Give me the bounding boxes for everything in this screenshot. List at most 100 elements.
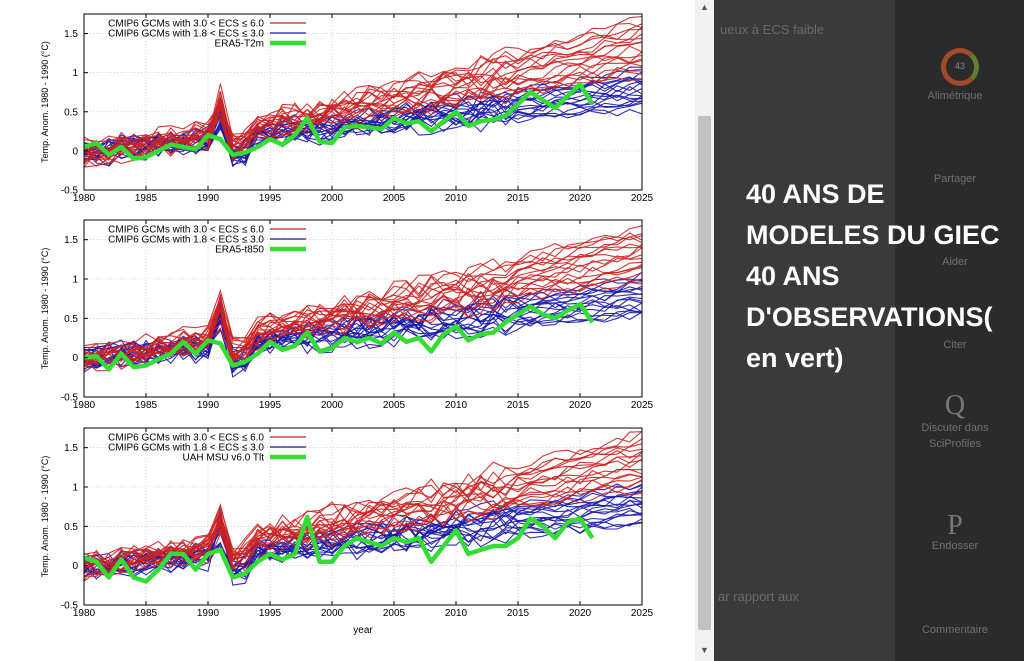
y-tick-label: 1.5 bbox=[64, 235, 78, 246]
x-tick-label: 2015 bbox=[507, 400, 530, 411]
x-tick-label: 1980 bbox=[73, 193, 96, 204]
x-tick-label: 1990 bbox=[197, 608, 220, 619]
high-ecs-model-line bbox=[83, 443, 643, 564]
x-tick-label: 2005 bbox=[383, 400, 406, 411]
legend-label: CMIP6 GCMs with 3.0 < ECS ≤ 6.0 bbox=[108, 433, 264, 444]
x-tick-label: 1985 bbox=[135, 608, 158, 619]
low-ecs-model-line bbox=[83, 499, 643, 580]
y-tick-label: 0 bbox=[72, 561, 78, 572]
y-tick-label: -0.5 bbox=[61, 186, 79, 197]
x-tick-label: 1990 bbox=[197, 193, 220, 204]
y-axis-label: Temp. Anom. 1980 - 1990 (°C) bbox=[40, 41, 50, 163]
caption: 40 ANS DE MODELES DU GIEC 40 ANS D'OBSER… bbox=[746, 174, 1021, 379]
x-tick-label: 1985 bbox=[135, 400, 158, 411]
caption-line: 40 ANS DE bbox=[746, 179, 885, 209]
high-ecs-model-line bbox=[83, 468, 643, 570]
y-tick-label: -0.5 bbox=[61, 601, 79, 612]
chart-panel-2: 1980 1985 1990 1995 2000 2005 2010 2015 2020 2025… bbox=[40, 219, 654, 411]
x-tick-label: 2015 bbox=[507, 193, 530, 204]
scrollbar-thumb[interactable] bbox=[698, 116, 711, 630]
scrollbar[interactable]: ▲ ▼ bbox=[695, 0, 714, 661]
x-tick-label: 2010 bbox=[445, 608, 468, 619]
gauge-badge: 43 bbox=[954, 61, 965, 71]
legend-label: CMIP6 GCMs with 3.0 < ECS ≤ 6.0 bbox=[108, 19, 264, 30]
scroll-down-icon[interactable]: ▼ bbox=[700, 645, 709, 655]
high-ecs-model-line bbox=[83, 476, 643, 574]
high-ecs-model-line bbox=[83, 23, 643, 159]
q-icon[interactable]: Q bbox=[944, 390, 966, 421]
high-ecs-model-line bbox=[83, 491, 643, 573]
sidebar-item-share[interactable]: Partager bbox=[933, 173, 977, 185]
high-ecs-model-line bbox=[83, 431, 643, 566]
caption-line: MODELES DU GIEC bbox=[746, 220, 1000, 250]
x-tick-label: 2000 bbox=[321, 193, 344, 204]
sidebar-item-endorse[interactable]: Endosser bbox=[931, 540, 979, 552]
plot-frame bbox=[83, 427, 643, 606]
high-ecs-model-line bbox=[83, 225, 643, 362]
x-tick-label: 1980 bbox=[73, 400, 96, 411]
high-ecs-model-line bbox=[83, 41, 643, 150]
sidebar-tools: 43 Alimétrique Partager Aider Citer Q Di… bbox=[895, 0, 1024, 661]
x-tick-label: 2010 bbox=[445, 400, 468, 411]
high-ecs-model-line bbox=[83, 38, 643, 154]
high-ecs-model-line bbox=[83, 232, 643, 367]
y-tick-label: 0.5 bbox=[64, 314, 78, 325]
high-ecs-model-line bbox=[83, 45, 643, 155]
x-tick-label: 2010 bbox=[445, 193, 468, 204]
x-tick-label: 1980 bbox=[73, 608, 96, 619]
y-axis-label: Temp. Anom. 1980 - 1990 (°C) bbox=[40, 248, 50, 370]
caption-line: D'OBSERVATIONS( bbox=[746, 302, 993, 332]
caption-line: 40 ANS bbox=[746, 261, 840, 291]
sidebar-item-cite[interactable]: Citer bbox=[943, 339, 967, 351]
x-tick-label: 2020 bbox=[569, 400, 592, 411]
high-ecs-model-line bbox=[83, 54, 643, 168]
x-tick-label: 1985 bbox=[135, 193, 158, 204]
climate-model-figure: 1980 1985 1990 1995 2000 2005 2010 2015 2020 2025… bbox=[38, 8, 662, 638]
x-tick-label: 1995 bbox=[259, 608, 282, 619]
background-text: ar rapport aux bbox=[718, 589, 799, 604]
y-tick-label: 1.5 bbox=[64, 443, 78, 454]
x-tick-label: 2000 bbox=[321, 400, 344, 411]
gauge-icon[interactable]: 43 bbox=[941, 48, 979, 86]
sidebar-item-discuss[interactable]: Discuter dans SciProfiles bbox=[921, 422, 989, 450]
x-tick-label: 1995 bbox=[259, 193, 282, 204]
plot-frame bbox=[83, 219, 643, 398]
observation-line bbox=[83, 301, 595, 372]
y-tick-label: 0.5 bbox=[64, 522, 78, 533]
high-ecs-model-line bbox=[83, 243, 643, 372]
legend-label: CMIP6 GCMs with 1.8 < ECS ≤ 3.0 bbox=[108, 29, 264, 40]
x-tick-label: 2025 bbox=[631, 193, 654, 204]
plots-group: 1980 1985 1990 1995 2000 2005 2010 2015 2020 2025… bbox=[40, 13, 654, 636]
p-icon[interactable]: P bbox=[947, 510, 963, 541]
sidebar-item-altmetric[interactable]: Alimétrique bbox=[927, 90, 983, 102]
observation-line bbox=[83, 82, 595, 161]
low-ecs-model-line bbox=[83, 278, 643, 374]
plot-frame bbox=[83, 13, 643, 191]
y-tick-label: 0 bbox=[72, 146, 78, 157]
x-axis-label: year bbox=[353, 625, 373, 636]
sidebar-item-comment[interactable]: Commentaire bbox=[921, 624, 989, 636]
background-text: ueux à ECS faible bbox=[720, 22, 825, 37]
high-ecs-model-line bbox=[83, 233, 643, 372]
y-axis-label: Temp. Anom. 1980 - 1990 (°C) bbox=[40, 456, 50, 578]
observation-line bbox=[83, 514, 595, 584]
high-ecs-model-line bbox=[83, 451, 643, 569]
x-tick-label: 2020 bbox=[569, 608, 592, 619]
x-tick-label: 1995 bbox=[259, 400, 282, 411]
chart-panel-1: 1980 1985 1990 1995 2000 2005 2010 2015 2020 2025… bbox=[40, 13, 654, 204]
sidebar-item-help[interactable]: Aider bbox=[942, 256, 968, 268]
y-tick-label: 0 bbox=[72, 353, 78, 364]
legend-label: ERA5-t850 bbox=[215, 245, 264, 256]
scroll-up-icon[interactable]: ▲ bbox=[700, 2, 709, 12]
x-tick-label: 1990 bbox=[197, 400, 220, 411]
chart-panel-3: 1980 1985 1990 1995 2000 2005 2010 2015 2020 2025… bbox=[40, 427, 654, 636]
legend-label: CMIP6 GCMs with 1.8 < ECS ≤ 3.0 bbox=[108, 443, 264, 454]
x-tick-label: 2025 bbox=[631, 608, 654, 619]
x-tick-label: 2025 bbox=[631, 400, 654, 411]
x-tick-label: 2005 bbox=[383, 193, 406, 204]
high-ecs-model-line bbox=[83, 474, 643, 578]
x-tick-label: 2005 bbox=[383, 608, 406, 619]
y-tick-label: 0.5 bbox=[64, 107, 78, 118]
caption-line: en vert) bbox=[746, 343, 844, 373]
high-ecs-model-line bbox=[83, 22, 643, 164]
